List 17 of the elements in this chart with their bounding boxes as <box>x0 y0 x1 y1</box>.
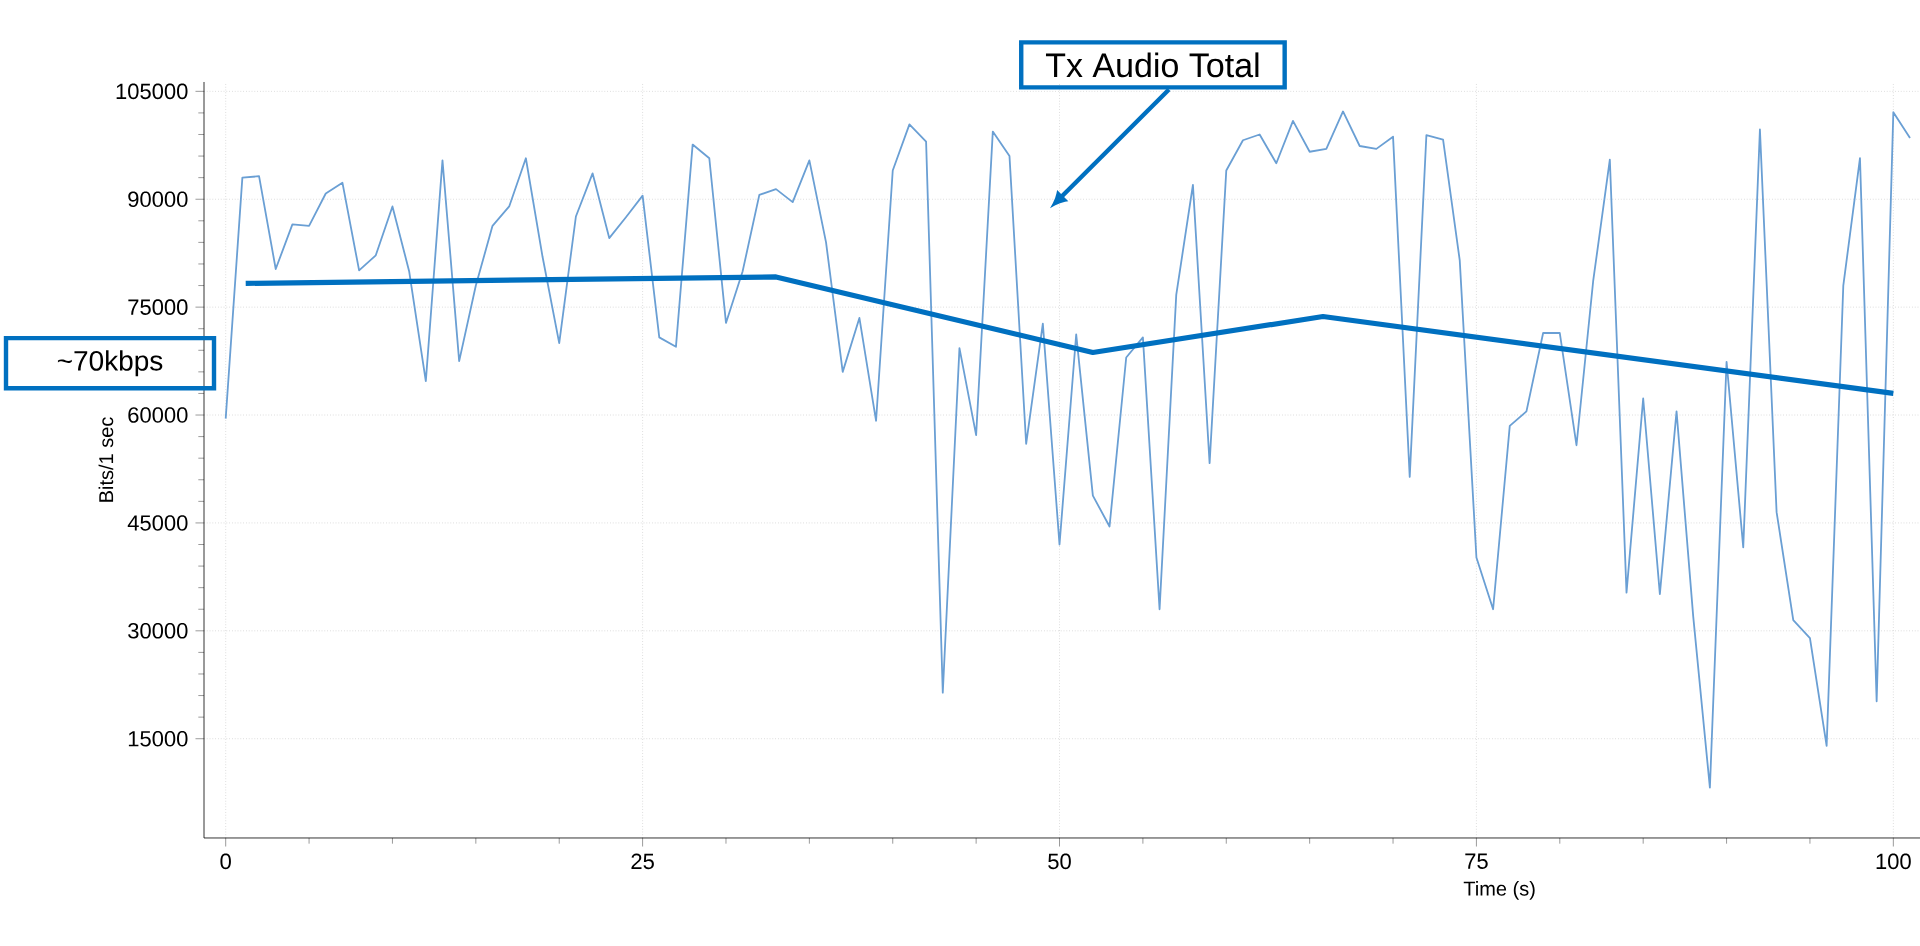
text: ~70kbps <box>57 350 163 377</box>
y-tick-label: 75000 <box>128 299 188 315</box>
x-tick-label: 0 <box>220 853 231 870</box>
y-tick-label: 15000 <box>128 730 188 747</box>
x-axis-title: Time (s) <box>1463 881 1535 900</box>
y-tick-label: 60000 <box>128 407 188 423</box>
x-tick-label: 50 <box>1048 853 1071 870</box>
x-tick-label: 25 <box>631 853 654 870</box>
y-tick-label: 105000 <box>116 83 188 100</box>
y-tick-label: 45000 <box>127 515 188 531</box>
x-tick-label: 75 <box>1465 853 1488 869</box>
y-tick-label: 90000 <box>128 191 188 208</box>
line-series <box>224 110 1911 789</box>
text: Tx Audio Total <box>1045 52 1259 78</box>
y-tick-label: 30000 <box>128 623 188 639</box>
x-tick-label: 100 <box>1876 853 1911 870</box>
y-axis-title: Bits/1 sec <box>98 417 114 502</box>
